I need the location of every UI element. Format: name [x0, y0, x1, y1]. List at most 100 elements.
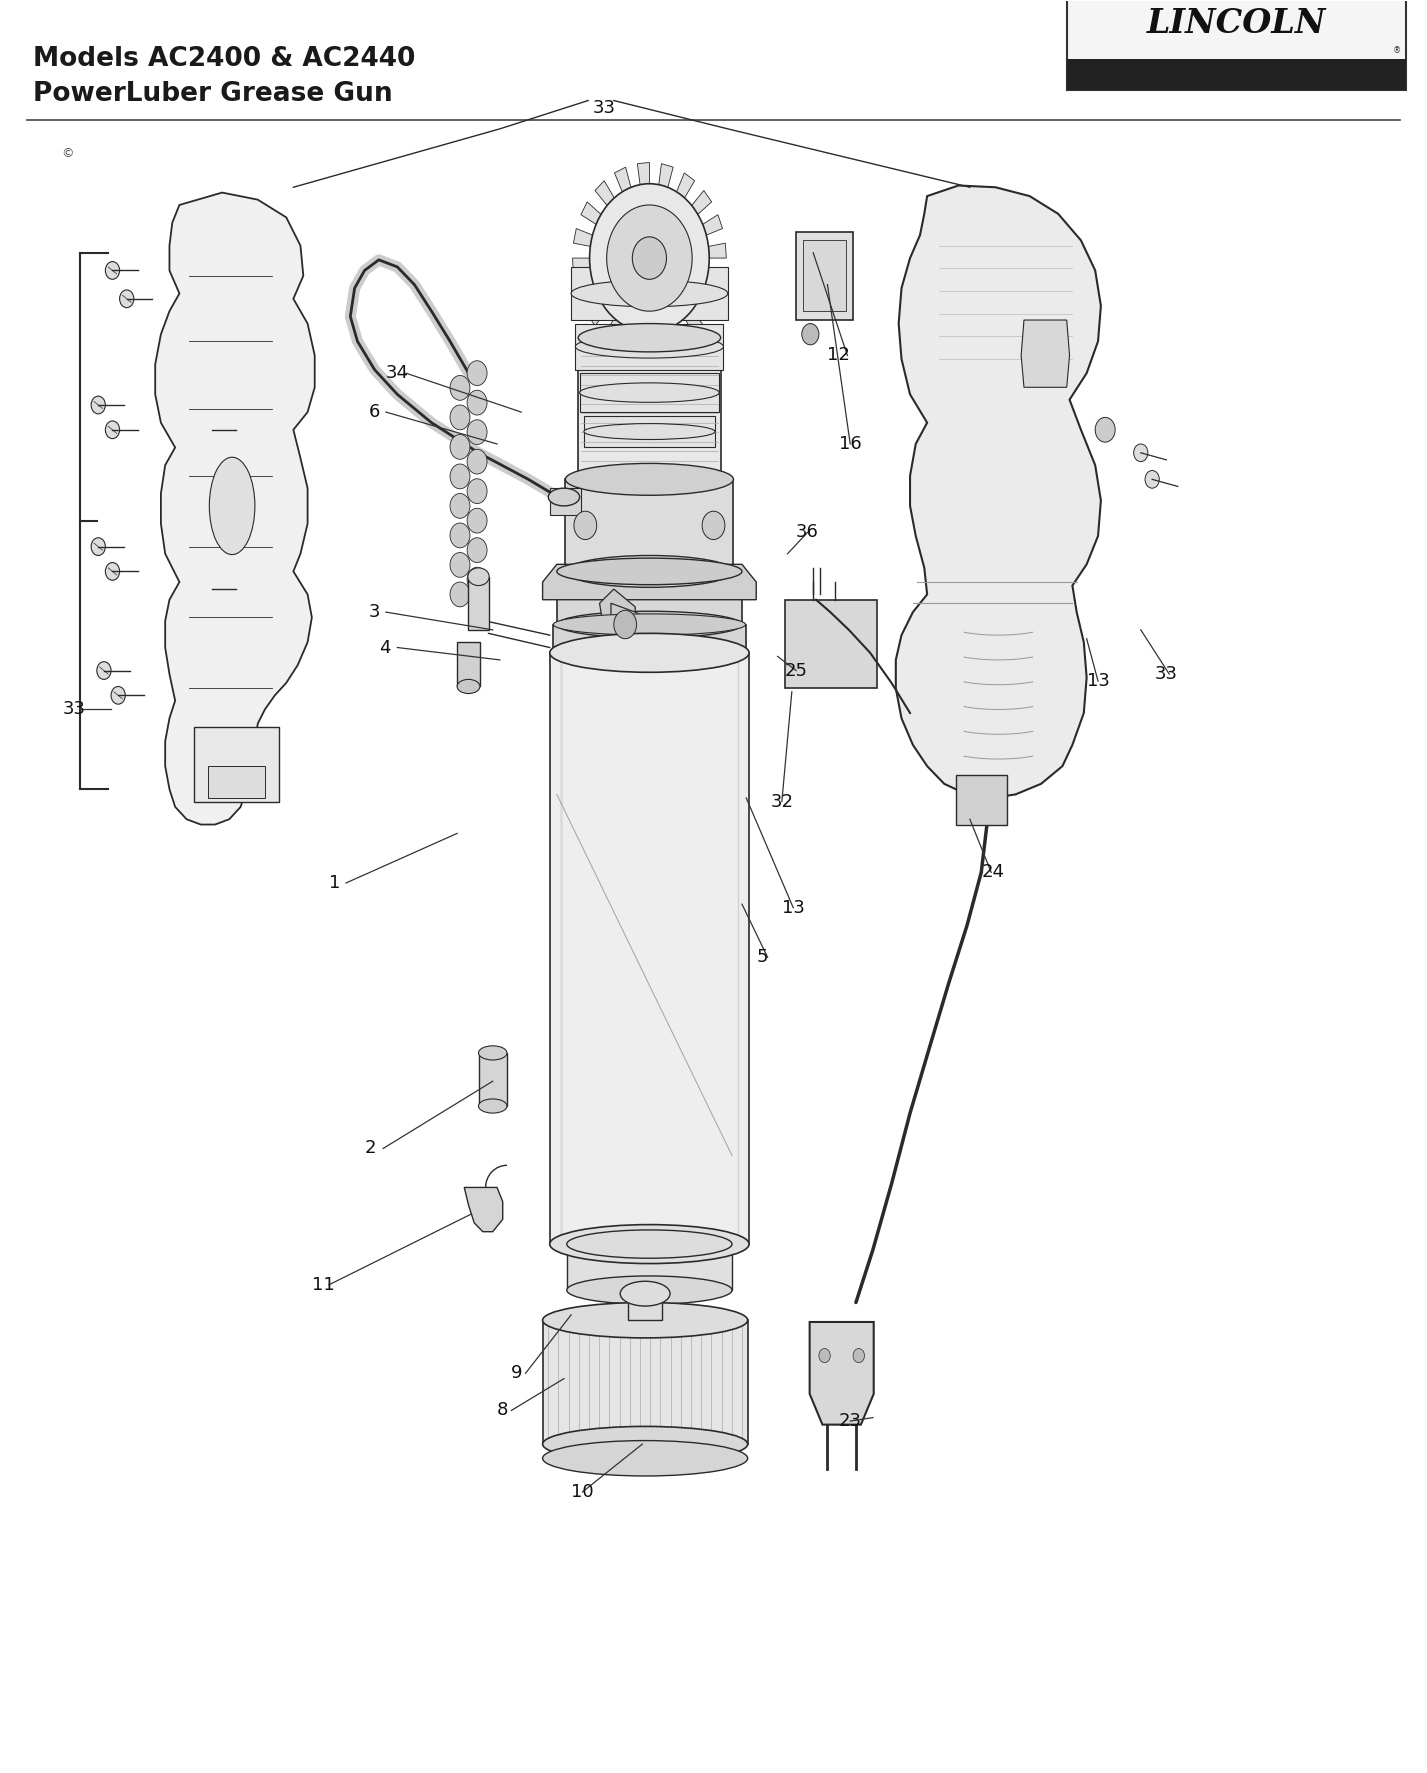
Bar [584, 415, 715, 447]
Bar [575, 323, 723, 369]
Text: 9: 9 [511, 1363, 522, 1383]
Text: 32: 32 [771, 793, 793, 810]
Bar [796, 232, 853, 321]
Bar [1067, 0, 1406, 90]
Circle shape [450, 376, 469, 401]
Ellipse shape [554, 613, 745, 635]
Ellipse shape [621, 1282, 671, 1307]
Text: 13: 13 [1086, 672, 1110, 690]
Ellipse shape [457, 679, 479, 693]
Circle shape [589, 184, 709, 332]
Circle shape [1133, 443, 1147, 461]
Ellipse shape [557, 558, 742, 585]
Polygon shape [615, 167, 631, 191]
Circle shape [91, 537, 106, 555]
Text: 4: 4 [378, 638, 391, 656]
Circle shape [467, 479, 487, 504]
Polygon shape [638, 163, 649, 184]
Ellipse shape [478, 1046, 507, 1060]
Polygon shape [649, 332, 662, 353]
Polygon shape [706, 269, 725, 287]
Circle shape [467, 360, 487, 385]
Text: 6: 6 [368, 402, 380, 420]
Polygon shape [611, 603, 668, 647]
Ellipse shape [549, 1225, 749, 1264]
Ellipse shape [542, 1441, 748, 1475]
Ellipse shape [542, 1427, 748, 1461]
Ellipse shape [579, 383, 719, 402]
Ellipse shape [571, 280, 728, 307]
Bar [194, 727, 280, 801]
Polygon shape [586, 301, 606, 326]
Text: 34: 34 [385, 363, 410, 383]
Polygon shape [572, 259, 591, 273]
Text: 24: 24 [982, 863, 1005, 881]
Circle shape [450, 404, 469, 429]
Polygon shape [574, 229, 592, 246]
Circle shape [450, 493, 469, 518]
Circle shape [853, 1349, 865, 1363]
Circle shape [702, 511, 725, 539]
Circle shape [467, 449, 487, 473]
Circle shape [574, 511, 596, 539]
Ellipse shape [554, 642, 745, 663]
Circle shape [450, 582, 469, 606]
Ellipse shape [549, 633, 749, 672]
Text: 2: 2 [364, 1140, 377, 1158]
Circle shape [106, 420, 120, 438]
Circle shape [614, 610, 636, 638]
Ellipse shape [567, 1230, 732, 1259]
Polygon shape [625, 328, 641, 353]
Polygon shape [668, 324, 685, 349]
Text: 10: 10 [571, 1482, 594, 1502]
Text: 23: 23 [839, 1411, 862, 1431]
Circle shape [606, 206, 692, 312]
Ellipse shape [575, 335, 723, 358]
Circle shape [467, 420, 487, 445]
Bar [1067, 59, 1406, 90]
Polygon shape [1022, 321, 1070, 387]
Polygon shape [542, 564, 756, 599]
Circle shape [120, 291, 134, 309]
Bar [565, 479, 733, 571]
Text: 13: 13 [782, 899, 805, 917]
Ellipse shape [548, 488, 579, 505]
Polygon shape [692, 190, 712, 215]
Bar [542, 1321, 748, 1445]
Circle shape [802, 323, 819, 344]
Polygon shape [599, 589, 635, 642]
Ellipse shape [565, 463, 733, 495]
Circle shape [106, 262, 120, 280]
Bar [478, 1053, 507, 1106]
Bar [571, 268, 728, 321]
Circle shape [450, 434, 469, 459]
Bar [803, 241, 846, 312]
Text: LINCOLN: LINCOLN [1146, 7, 1326, 39]
Circle shape [111, 686, 126, 704]
Text: 16: 16 [839, 434, 862, 452]
Ellipse shape [210, 457, 255, 555]
Polygon shape [581, 202, 601, 225]
Text: ©: © [61, 147, 74, 160]
Polygon shape [708, 243, 726, 259]
Bar [567, 1245, 732, 1291]
Circle shape [1095, 417, 1114, 441]
Text: 5: 5 [756, 949, 768, 966]
Polygon shape [659, 163, 674, 188]
Ellipse shape [578, 465, 721, 493]
Ellipse shape [478, 1099, 507, 1113]
Circle shape [91, 395, 106, 413]
Ellipse shape [567, 1277, 732, 1305]
Polygon shape [464, 1188, 502, 1232]
Polygon shape [676, 174, 695, 199]
Bar [554, 624, 745, 652]
Text: ®: ® [1393, 46, 1401, 55]
Text: 25: 25 [785, 661, 808, 679]
Bar [578, 337, 721, 479]
Bar [208, 766, 265, 798]
Text: 33: 33 [63, 700, 86, 718]
Circle shape [450, 465, 469, 489]
Bar [628, 1289, 662, 1321]
Polygon shape [604, 317, 622, 344]
Text: 11: 11 [313, 1277, 334, 1294]
